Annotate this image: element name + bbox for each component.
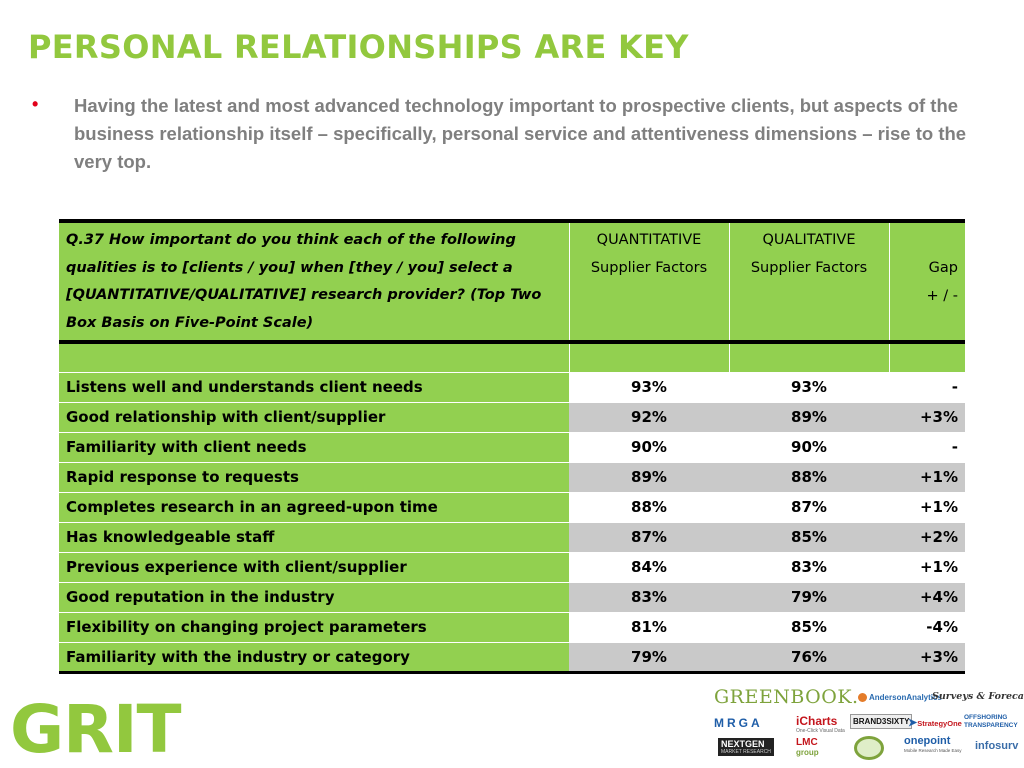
lmc-group-logo: LMC group bbox=[796, 737, 819, 758]
table-row: Rapid response to requests 89% 88% +1% bbox=[59, 461, 965, 492]
quantitative-value: 93% bbox=[569, 371, 729, 402]
brand3sixty-logo: BRAND3SIXTY bbox=[850, 714, 913, 729]
survey-table: Q.37 How important do you think each of … bbox=[59, 219, 965, 674]
gap-value: +1% bbox=[889, 461, 965, 492]
gap-value: +4% bbox=[889, 581, 965, 612]
qualitative-value: 76% bbox=[729, 641, 889, 674]
table-spacer-row bbox=[59, 340, 965, 372]
table-row: Good relationship with client/supplier 92… bbox=[59, 401, 965, 432]
quantitative-value: 83% bbox=[569, 581, 729, 612]
row-label: Rapid response to requests bbox=[59, 461, 569, 492]
qualitative-value: 85% bbox=[729, 521, 889, 552]
bullet-marker: • bbox=[32, 94, 39, 114]
gap-value: +3% bbox=[889, 401, 965, 432]
surveys-forecasts-logo: Surveys & Forecasts, LLC bbox=[932, 691, 1024, 702]
quantitative-header-line2: Supplier Factors bbox=[590, 260, 708, 276]
qualitative-value: 88% bbox=[729, 461, 889, 492]
qualitative-header-line1: QUALITATIVE bbox=[762, 232, 856, 248]
table-row: Familiarity with the industry or categor… bbox=[59, 641, 965, 674]
gap-value: +1% bbox=[889, 491, 965, 522]
sponsor-logos: GREENBOOK. AndersonAnalytics Surveys & F… bbox=[712, 686, 1024, 766]
offshoring-transparency-logo: OFFSHORING TRANSPARENCY bbox=[964, 714, 1018, 729]
quantitative-value: 92% bbox=[569, 401, 729, 432]
qualitative-value: 85% bbox=[729, 611, 889, 642]
quantitative-header-line1: QUANTITATIVE bbox=[596, 232, 702, 248]
gap-value: +3% bbox=[889, 641, 965, 674]
quantitative-value: 87% bbox=[569, 521, 729, 552]
anderson-dot-icon bbox=[858, 693, 867, 703]
bullet-text: Having the latest and most advanced tech… bbox=[74, 95, 967, 172]
qualitative-value: 83% bbox=[729, 551, 889, 582]
bullet-point: • Having the latest and most advanced te… bbox=[32, 92, 1002, 176]
table-row: Good reputation in the industry 83% 79% +4% bbox=[59, 581, 965, 612]
gap-value: - bbox=[889, 371, 965, 402]
table-row: Has knowledgeable staff 87% 85% +2% bbox=[59, 521, 965, 552]
quantitative-value: 79% bbox=[569, 641, 729, 674]
infosurv-logo: infosurv bbox=[975, 740, 1019, 752]
circle-badge-logo-icon bbox=[854, 736, 884, 760]
strategyone-logo: ➤StrategyOne bbox=[908, 717, 962, 729]
qualitative-value: 79% bbox=[729, 581, 889, 612]
gap-value: +2% bbox=[889, 521, 965, 552]
quantitative-value: 90% bbox=[569, 431, 729, 462]
qualitative-value: 93% bbox=[729, 371, 889, 402]
quantitative-value: 89% bbox=[569, 461, 729, 492]
question-text: Q.37 How important do you think each of … bbox=[66, 232, 542, 331]
gap-value: +1% bbox=[889, 551, 965, 582]
row-label: Good relationship with client/supplier bbox=[59, 401, 569, 432]
row-label: Completes research in an agreed-upon tim… bbox=[59, 491, 569, 522]
row-label: Flexibility on changing project paramete… bbox=[59, 611, 569, 642]
quantitative-header: QUANTITATIVE Supplier Factors bbox=[569, 219, 730, 342]
quantitative-value: 81% bbox=[569, 611, 729, 642]
greenbook-logo: GREENBOOK. bbox=[714, 686, 859, 708]
quantitative-value: 84% bbox=[569, 551, 729, 582]
icharts-logo: iCharts One-Click Visual Data bbox=[796, 714, 845, 734]
strategyone-arrow-icon: ➤ bbox=[908, 717, 918, 729]
row-label: Listens well and understands client need… bbox=[59, 371, 569, 402]
table-row: Previous experience with client/supplier… bbox=[59, 551, 965, 582]
qualitative-value: 89% bbox=[729, 401, 889, 432]
grit-logo: GRIT bbox=[10, 691, 182, 768]
onepoint-logo: onepoint Mobile Research Made Easy bbox=[904, 735, 962, 754]
question-header: Q.37 How important do you think each of … bbox=[59, 219, 570, 342]
gap-header: Gap + / - bbox=[889, 219, 965, 342]
anderson-analytics-logo: AndersonAnalytics bbox=[858, 693, 942, 703]
gap-value: -4% bbox=[889, 611, 965, 642]
qualitative-header-line2: Supplier Factors bbox=[750, 260, 868, 276]
nextgen-logo: NEXTGEN MARKET RESEARCH bbox=[718, 738, 774, 756]
gap-header-line1: Gap bbox=[928, 260, 958, 276]
slide-title: PERSONAL RELATIONSHIPS ARE KEY bbox=[28, 28, 689, 66]
qualitative-value: 90% bbox=[729, 431, 889, 462]
row-label: Has knowledgeable staff bbox=[59, 521, 569, 552]
table-row: Completes research in an agreed-upon tim… bbox=[59, 491, 965, 522]
row-label: Good reputation in the industry bbox=[59, 581, 569, 612]
quantitative-value: 88% bbox=[569, 491, 729, 522]
row-label: Familiarity with client needs bbox=[59, 431, 569, 462]
row-label: Previous experience with client/supplier bbox=[59, 551, 569, 582]
row-label: Familiarity with the industry or categor… bbox=[59, 641, 569, 674]
table-row: Listens well and understands client need… bbox=[59, 371, 965, 402]
gap-value: - bbox=[889, 431, 965, 462]
qualitative-value: 87% bbox=[729, 491, 889, 522]
gap-header-line2: + / - bbox=[926, 288, 959, 304]
qualitative-header: QUALITATIVE Supplier Factors bbox=[729, 219, 890, 342]
table-row: Flexibility on changing project paramete… bbox=[59, 611, 965, 642]
mrga-logo: MRGA bbox=[714, 716, 763, 730]
table-row: Familiarity with client needs 90% 90% - bbox=[59, 431, 965, 462]
